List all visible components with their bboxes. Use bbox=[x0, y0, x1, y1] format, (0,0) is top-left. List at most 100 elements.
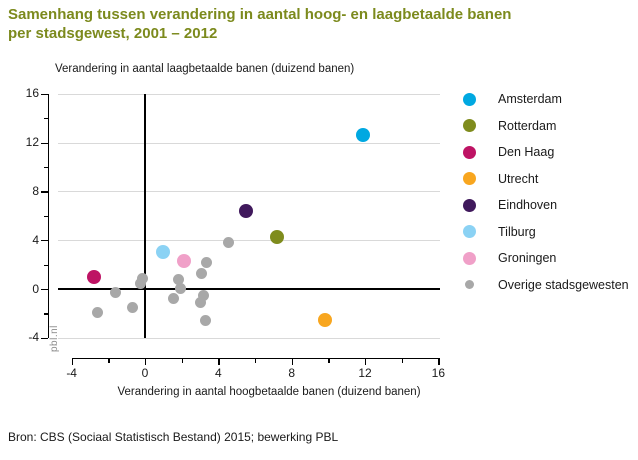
chart-title: Samenhang tussen verandering in aantal h… bbox=[8, 5, 511, 43]
y-tick-label-16: 16 bbox=[25, 86, 39, 101]
data-point-eindhoven bbox=[238, 203, 253, 218]
legend-dot-den-haag bbox=[462, 145, 476, 159]
legend-item-utrecht: Utrecht bbox=[461, 170, 538, 188]
legend-dot-wrap bbox=[461, 172, 477, 185]
legend-item-den-haag: Den Haag bbox=[461, 143, 554, 161]
x-tick-minor-6 bbox=[255, 358, 257, 363]
data-point-overige-stadsgewesten-6 bbox=[167, 292, 179, 304]
gridline-y-8 bbox=[58, 191, 440, 193]
x-tick-major-16 bbox=[438, 358, 440, 365]
y-tick-major-0 bbox=[41, 289, 48, 291]
legend-label-utrecht: Utrecht bbox=[498, 171, 539, 186]
x-tick-label-4: 4 bbox=[214, 366, 222, 380]
legend-label-eindhoven: Eindhoven bbox=[498, 198, 558, 212]
y-tick-major-4 bbox=[41, 240, 48, 242]
legend-item-overige-stadsgewesten: Overige stadsgewesten bbox=[461, 276, 629, 294]
data-point-overige-stadsgewesten-1 bbox=[91, 306, 103, 318]
y-tick-major-8 bbox=[41, 191, 48, 193]
legend-dot-eindhoven bbox=[462, 198, 476, 212]
x-tick-label-0: 0 bbox=[141, 366, 149, 380]
data-point-overige-stadsgewesten-10 bbox=[198, 289, 210, 301]
gridline-y-16 bbox=[58, 93, 440, 95]
legend-dot-wrap bbox=[461, 251, 477, 265]
y-tick-major-12 bbox=[41, 142, 48, 144]
data-point-overige-stadsgewesten-5 bbox=[136, 272, 148, 284]
x-tick-major--4 bbox=[71, 358, 73, 365]
data-point-rotterdam bbox=[270, 229, 284, 244]
y-tick-minor-14 bbox=[43, 118, 48, 120]
legend-dot-wrap bbox=[461, 119, 477, 132]
gridline-y--4 bbox=[58, 337, 440, 339]
legend-item-groningen: Groningen bbox=[461, 249, 556, 267]
legend-item-rotterdam: Rotterdam bbox=[461, 117, 556, 135]
legend-dot-amsterdam bbox=[462, 92, 476, 106]
x-tick-major-8 bbox=[291, 358, 293, 365]
data-point-overige-stadsgewesten-8 bbox=[175, 282, 187, 294]
legend-dot-rotterdam bbox=[462, 119, 476, 132]
data-point-overige-stadsgewesten-13 bbox=[200, 315, 211, 327]
legend-dot-groningen bbox=[462, 251, 476, 265]
x-tick-label-16: 16 bbox=[431, 366, 446, 380]
y-tick-label-4: 4 bbox=[32, 232, 39, 247]
gridline-y-4 bbox=[58, 240, 440, 242]
legend-label-groningen: Groningen bbox=[498, 251, 557, 265]
plot-area bbox=[58, 93, 440, 339]
y-tick-major-16 bbox=[41, 93, 48, 95]
x-tick-minor-14 bbox=[401, 358, 403, 363]
data-point-overige-stadsgewesten-11 bbox=[196, 268, 208, 280]
y-tick-label-0: 0 bbox=[32, 281, 39, 296]
data-point-groningen bbox=[176, 253, 191, 268]
legend-dot-overige-stadsgewesten bbox=[464, 280, 474, 289]
legend-dot-wrap bbox=[461, 92, 477, 106]
legend-dot-wrap bbox=[461, 225, 477, 238]
legend-item-amsterdam: Amsterdam bbox=[461, 90, 562, 108]
legend-label-tilburg: Tilburg bbox=[498, 224, 536, 239]
x-tick-major-4 bbox=[218, 358, 220, 365]
data-point-overige-stadsgewesten-2 bbox=[110, 286, 122, 298]
y-tick-minor-10 bbox=[43, 167, 48, 169]
data-point-den-haag bbox=[86, 269, 101, 284]
x-tick-label-12: 12 bbox=[358, 366, 372, 380]
x-tick-minor-2 bbox=[181, 358, 183, 363]
y-axis-title: Verandering in aantal laagbetaalde banen… bbox=[55, 63, 355, 75]
legend-dot-wrap bbox=[461, 198, 477, 212]
legend-label-overige-stadsgewesten: Overige stadsgewesten bbox=[498, 277, 629, 292]
legend-label-amsterdam: Amsterdam bbox=[498, 92, 562, 106]
data-point-amsterdam bbox=[356, 128, 371, 143]
legend-dot-wrap bbox=[461, 280, 477, 289]
legend-label-den-haag: Den Haag bbox=[498, 145, 555, 159]
x-tick-label--4: -4 bbox=[66, 366, 77, 380]
y-tick-minor--2 bbox=[43, 313, 48, 315]
x-tick-major-0 bbox=[145, 358, 147, 365]
legend-dot-utrecht bbox=[462, 172, 476, 185]
legend-item-eindhoven: Eindhoven bbox=[461, 196, 557, 214]
y-axis-spine bbox=[47, 93, 49, 338]
data-point-overige-stadsgewesten-12 bbox=[200, 256, 212, 268]
legend-label-rotterdam: Rotterdam bbox=[498, 118, 557, 133]
x-tick-major-12 bbox=[365, 358, 367, 365]
legend-dot-tilburg bbox=[462, 225, 476, 238]
data-point-overige-stadsgewesten-3 bbox=[126, 301, 138, 313]
data-point-tilburg bbox=[156, 245, 171, 260]
legend-item-tilburg: Tilburg bbox=[461, 223, 536, 241]
y-tick-minor-2 bbox=[43, 264, 48, 266]
zero-line-horizontal bbox=[58, 288, 440, 290]
y-tick-label-12: 12 bbox=[25, 135, 39, 150]
x-axis-title: Verandering in aantal hoogbetaalde banen… bbox=[117, 386, 421, 398]
legend-dot-wrap bbox=[461, 145, 477, 159]
gridline-y-12 bbox=[58, 142, 440, 144]
data-point-overige-stadsgewesten-7 bbox=[173, 274, 185, 286]
data-point-utrecht bbox=[317, 312, 332, 327]
source-note: Bron: CBS (Sociaal Statistisch Bestand) … bbox=[8, 430, 339, 444]
pbl-watermark: pbl.nl bbox=[49, 325, 60, 352]
y-tick-label-8: 8 bbox=[32, 183, 39, 198]
data-point-overige-stadsgewesten-9 bbox=[195, 296, 207, 308]
chart-title-line1: Samenhang tussen verandering in aantal h… bbox=[8, 6, 512, 23]
data-point-overige-stadsgewesten-14 bbox=[222, 237, 234, 249]
x-tick-minor--2 bbox=[108, 358, 110, 363]
y-tick-minor-6 bbox=[43, 215, 48, 217]
chart-title-line2: per stadsgewest, 2001 – 2012 bbox=[8, 25, 218, 42]
x-tick-minor-10 bbox=[328, 358, 330, 363]
zero-line-vertical bbox=[144, 93, 146, 338]
